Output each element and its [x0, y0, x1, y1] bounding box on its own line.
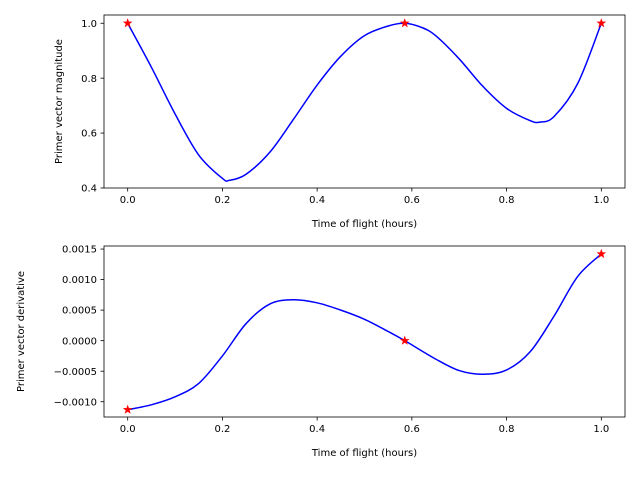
x-axis-label: Time of flight (hours): [311, 219, 417, 230]
y-tick-label: −0.0010: [54, 397, 97, 408]
x-tick-label: 0.2: [214, 195, 230, 206]
x-tick-label: 1.0: [593, 424, 609, 435]
star-marker: [399, 18, 410, 28]
y-axis-label: Primer vector derivative: [16, 271, 27, 392]
x-tick-label: 0.6: [404, 195, 420, 206]
y-tick-label: 0.0005: [62, 306, 97, 317]
x-tick-label: 0.6: [404, 424, 420, 435]
series-line: [127, 253, 602, 411]
y-tick-label: 0.0015: [62, 245, 97, 256]
star-marker: [122, 18, 133, 28]
x-tick-label: 1.0: [593, 195, 609, 206]
y-tick-label: 0.8: [81, 74, 97, 85]
star-marker: [122, 404, 133, 414]
x-tick-label: 0.8: [499, 424, 515, 435]
top-plot-magnitude: 0.0 0.2 0.4 0.6 0.8 1.0 0.4 0.6 0.8 1.0 Time of fl…: [54, 14, 626, 230]
x-axis-label: Time of flight (hours): [311, 448, 417, 459]
bottom-plot-derivative: 0.0 0.2 0.4 0.6 0.8 1.0 −0.0010 −0.0005 0.0000 0.…: [16, 245, 626, 459]
star-marker: [596, 248, 607, 259]
y-tick-label: 0.0000: [62, 336, 97, 347]
axes-frame: [103, 245, 626, 418]
y-tick-label: 0.4: [81, 184, 97, 195]
x-tick-label: 0.2: [214, 424, 230, 435]
y-tick-label: 1.0: [81, 19, 97, 30]
x-tick-label: 0.8: [499, 195, 515, 206]
x-tick-label: 0.4: [309, 195, 325, 206]
star-marker: [399, 335, 410, 345]
y-tick-label: 0.6: [81, 129, 97, 140]
y-tick-label: −0.0005: [54, 367, 97, 378]
x-tick-label: 0.4: [309, 424, 325, 435]
series-line: [127, 22, 603, 182]
x-tick-label: 0.0: [120, 424, 136, 435]
y-tick-label: 0.0010: [62, 275, 97, 286]
y-axis-label: Primer vector magnitude: [54, 39, 65, 164]
x-tick-label: 0.0: [120, 195, 136, 206]
star-marker: [596, 18, 607, 28]
axes-frame: [103, 14, 626, 189]
